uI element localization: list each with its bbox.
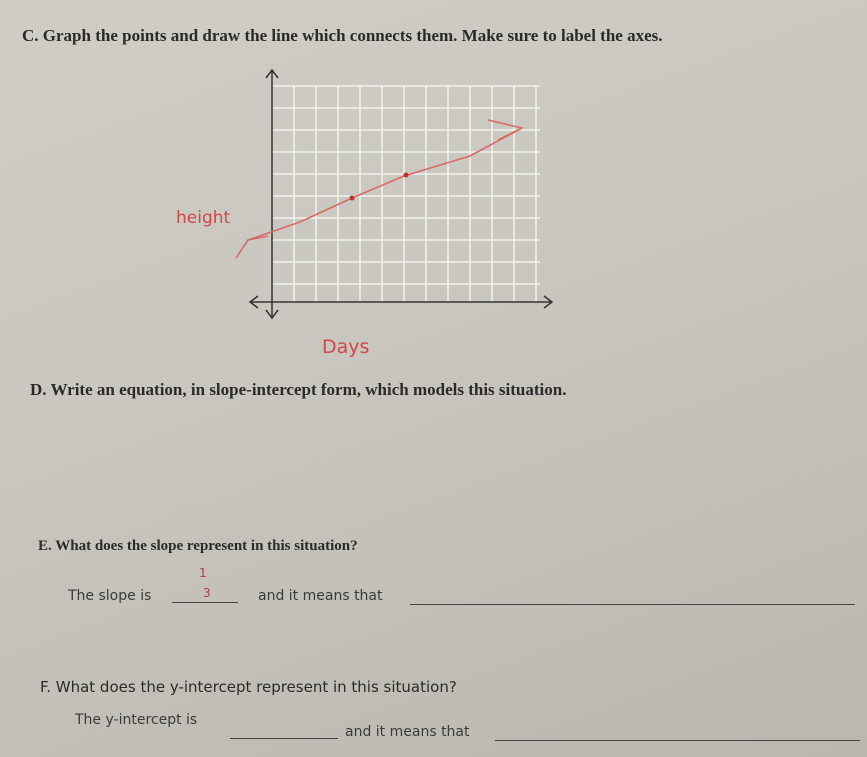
intercept-middle: and it means that bbox=[345, 724, 470, 740]
slope-middle: and it means that bbox=[258, 588, 383, 604]
point bbox=[403, 172, 409, 178]
point bbox=[349, 195, 355, 201]
question-d: D. Write an equation, in slope-intercept… bbox=[30, 380, 567, 399]
question-c: C. Graph the points and draw the line wh… bbox=[22, 26, 663, 45]
intercept-prefix: The y-intercept is bbox=[75, 712, 198, 728]
answer-blank bbox=[495, 740, 860, 741]
grid bbox=[272, 85, 540, 302]
slope-prefix: The slope is bbox=[68, 588, 152, 604]
question-e: E. What does the slope represent in this… bbox=[38, 538, 358, 554]
y-axis-label: height bbox=[176, 208, 231, 228]
x-axis-label: Days bbox=[322, 336, 370, 358]
question-f: F. What does the y-intercept represent i… bbox=[40, 678, 457, 696]
answer-blank bbox=[230, 738, 338, 739]
answer-blank bbox=[410, 604, 855, 605]
slope-numerator: 1 bbox=[199, 566, 207, 580]
answer-blank bbox=[172, 602, 238, 603]
graph bbox=[235, 68, 554, 320]
slope-denominator: 3 bbox=[203, 586, 211, 600]
drawn-line bbox=[235, 119, 525, 259]
axes bbox=[248, 68, 554, 320]
